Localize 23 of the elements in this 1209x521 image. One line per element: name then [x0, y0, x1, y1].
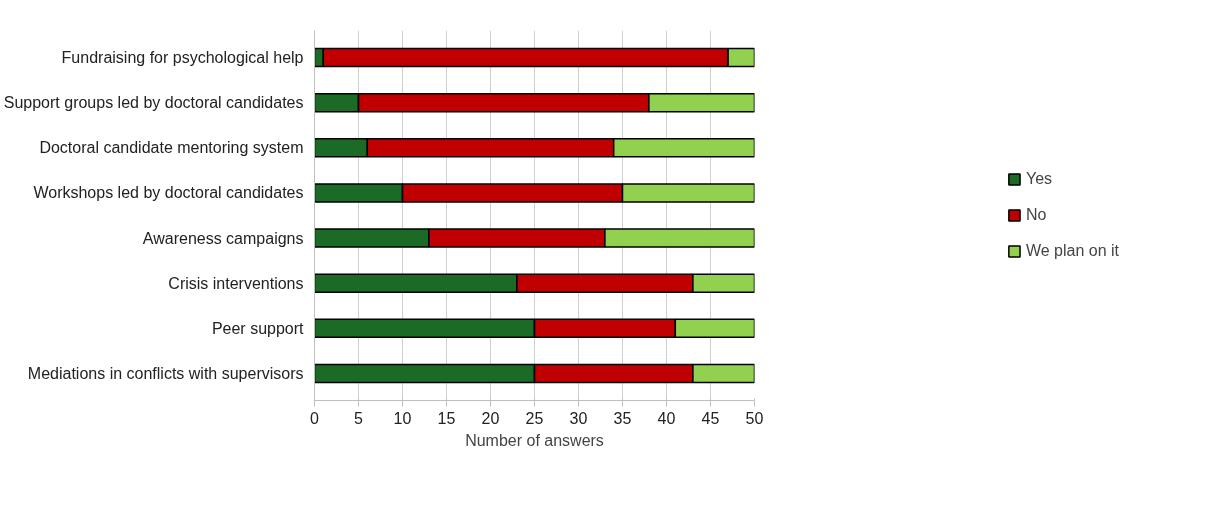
y-tick-label: Mediations in conflicts with supervisors: [27, 364, 304, 382]
legend-label: We plan on it: [1025, 242, 1120, 260]
x-tick-label: 40: [657, 409, 676, 427]
x-tick-label: 0: [310, 409, 320, 427]
x-tick-label: 10: [393, 409, 412, 427]
x-tick-label: 30: [569, 409, 588, 427]
y-tick-label: Workshops led by doctoral candidates: [33, 184, 304, 202]
x-tick-label: 45: [701, 409, 720, 427]
x-tick-label: 25: [525, 409, 544, 427]
x-tick-label: 50: [745, 409, 764, 427]
x-tick-label: 20: [481, 409, 500, 427]
y-tick-label: Peer support: [211, 319, 305, 337]
y-tick-label: Awareness campaigns: [142, 229, 304, 247]
x-tick-label: 5: [354, 409, 364, 427]
x-tick-label: 35: [613, 409, 632, 427]
legend-label: No: [1025, 206, 1047, 224]
y-tick-label: Support groups led by doctoral candidates: [3, 94, 304, 112]
y-tick-label: Doctoral candidate mentoring system: [39, 139, 304, 157]
legend-label: Yes: [1025, 170, 1053, 188]
x-axis-title: Number of answers: [465, 431, 604, 449]
y-tick-label: Crisis interventions: [168, 274, 304, 292]
y-tick-label: Fundraising for psychological help: [61, 49, 304, 67]
x-tick-label: 15: [437, 409, 456, 427]
